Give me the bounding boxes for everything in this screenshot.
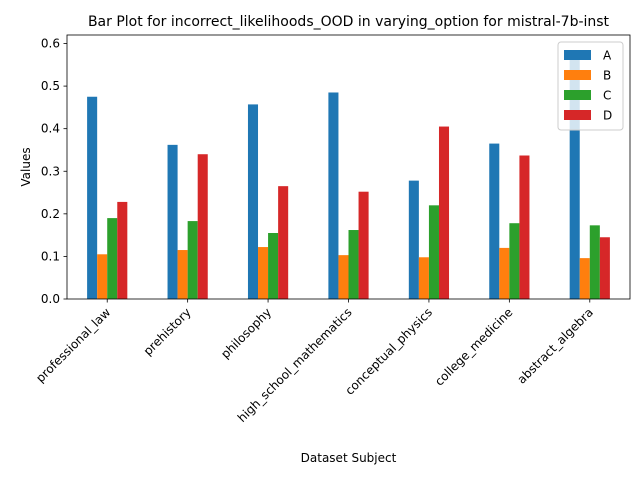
bar-B-high_school_mathematics: [338, 255, 349, 299]
bar-D-professional_law: [117, 201, 128, 299]
y-axis-label: Values: [19, 147, 33, 186]
bar-A-college_medicine: [489, 143, 500, 299]
bar-A-conceptual_physics: [408, 180, 419, 299]
legend-label-B: B: [603, 69, 611, 83]
legend-label-A: A: [603, 49, 612, 63]
legend-frame: [557, 41, 624, 131]
y-axis-ticks: 0.0 0.1 0.2 0.3 0.4 0.5 0.6: [41, 37, 67, 306]
bar-B-prehistory: [177, 250, 188, 299]
bar-D-high_school_mathematics: [358, 191, 369, 299]
chart-title: Bar Plot for incorrect_likelihoods_OOD i…: [88, 14, 610, 30]
bar-B-conceptual_physics: [418, 257, 429, 299]
legend-swatch-B: [564, 70, 591, 80]
bar-C-abstract_algebra: [589, 225, 600, 299]
bar-A-prehistory: [167, 144, 178, 299]
y-tick-label: 0.1: [41, 249, 60, 263]
legend-swatch-C: [564, 90, 591, 100]
bar-D-prehistory: [197, 154, 208, 299]
bar-A-professional_law: [87, 96, 98, 299]
x-tick-label: professional_law: [33, 305, 113, 385]
bar-B-philosophy: [258, 247, 269, 299]
x-tick-label: college_medicine: [432, 305, 515, 388]
bar-A-high_school_mathematics: [328, 92, 339, 299]
legend-label-D: D: [603, 109, 612, 123]
y-tick-label: 0.5: [41, 79, 60, 93]
bar-D-college_medicine: [519, 155, 530, 299]
y-tick-label: 0.3: [41, 164, 60, 178]
legend-swatch-D: [564, 110, 591, 120]
bar-D-philosophy: [278, 186, 289, 299]
x-tick-label: prehistory: [141, 305, 194, 358]
x-axis-label: Dataset Subject: [301, 451, 397, 465]
bar-B-professional_law: [97, 254, 108, 299]
bar-D-abstract_algebra: [599, 237, 610, 299]
bar-C-college_medicine: [509, 223, 520, 299]
bar-A-philosophy: [247, 104, 259, 299]
y-tick-label: 0.6: [41, 37, 60, 51]
bar-C-prehistory: [187, 221, 198, 299]
y-tick-label: 0.4: [41, 122, 60, 136]
y-tick-label: 0.0: [41, 292, 60, 306]
x-tick-label: abstract_algebra: [515, 305, 596, 386]
bar-C-philosophy: [268, 233, 279, 299]
bar-B-college_medicine: [499, 247, 510, 299]
x-axis-ticks: professional_law prehistory philosophyhigh…: [33, 299, 596, 425]
legend-swatch-A: [564, 50, 591, 60]
bar-C-professional_law: [107, 218, 118, 299]
legend-label-C: C: [603, 89, 611, 103]
bar-B-abstract_algebra: [579, 258, 590, 299]
bars-layer: [87, 58, 610, 299]
bar-C-high_school_mathematics: [348, 230, 359, 299]
bar-C-conceptual_physics: [428, 205, 439, 299]
bar-D-conceptual_physics: [438, 126, 450, 299]
y-tick-label: 0.2: [41, 207, 60, 221]
bar-A-abstract_algebra: [569, 58, 580, 299]
x-tick-label: philosophy: [218, 305, 274, 361]
x-tick-label: conceptual_physics: [342, 305, 435, 398]
